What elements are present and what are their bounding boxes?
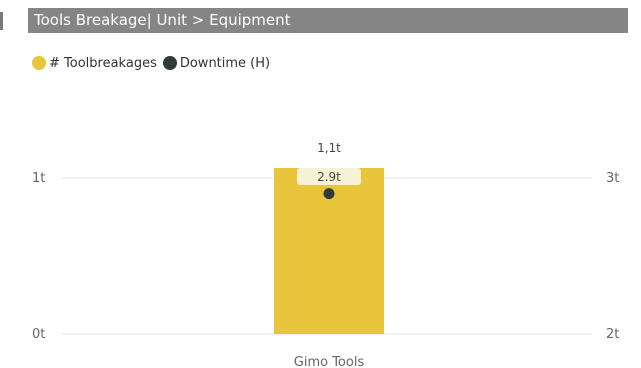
legend: # Toolbreakages Downtime (H) [32, 52, 276, 74]
bar-data-label: 1,1t [317, 141, 341, 155]
y-right-tick-label: 3t [606, 171, 619, 186]
chart-title: Tools Breakage| Unit > Equipment [28, 8, 628, 33]
x-category-label: Gimo Tools [294, 355, 365, 368]
downtime-point [323, 188, 335, 200]
left-edge-marker [0, 12, 3, 30]
y-left-tick-label: 1t [32, 171, 45, 186]
legend-item-downtime[interactable]: Downtime (H) [162, 55, 271, 71]
data-label-background [297, 168, 361, 185]
y-right-tick-label: 2t [606, 327, 619, 342]
dot-data-label: 2.9t [317, 170, 341, 184]
y-left-tick-label: 0t [32, 327, 45, 342]
legend-label: Downtime (H) [179, 55, 271, 71]
circle-icon [162, 56, 177, 70]
legend-label: # Toolbreakages [49, 55, 157, 71]
circle-icon [32, 56, 46, 70]
legend-item-toolbreakages[interactable]: # Toolbreakages [32, 56, 157, 71]
